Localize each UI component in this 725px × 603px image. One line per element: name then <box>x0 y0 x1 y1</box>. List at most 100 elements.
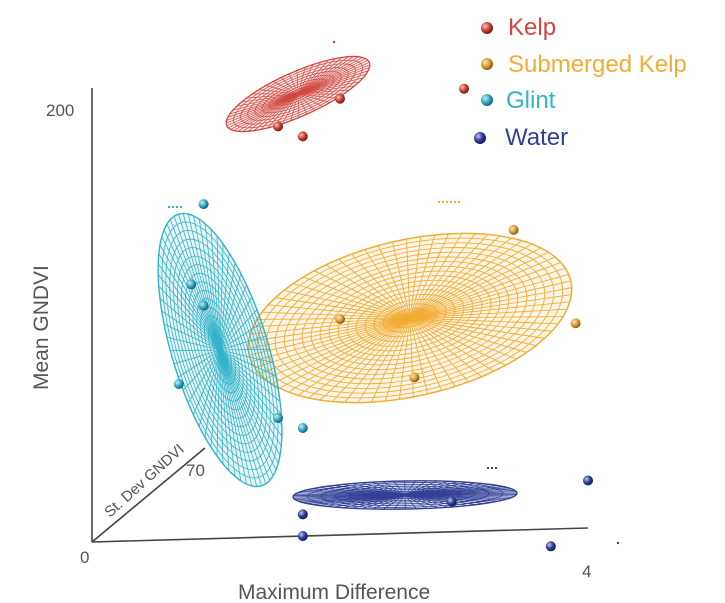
ellipsoid-meridian <box>409 240 523 319</box>
legend-item-kelp: Kelp <box>481 14 556 41</box>
ellipsoid-meridian <box>219 335 267 351</box>
ellipsoid-meridian <box>198 349 221 427</box>
ellipsoid-meridian <box>409 256 556 319</box>
ellipsoid-meridian <box>409 234 489 319</box>
ellipsoid-meridian <box>409 233 449 319</box>
ellipsoid-meridian <box>404 480 427 496</box>
ellipsoid-meridian <box>280 77 299 95</box>
ellipsoid-submerged-kelp <box>247 232 573 404</box>
ellipsoid-meridian <box>404 480 438 496</box>
ellipsoid-meridian <box>297 317 411 396</box>
ellipsoid-meridian <box>409 233 476 319</box>
ellipsoid-meridian <box>268 304 411 319</box>
ellipsoid-meridian <box>256 317 411 320</box>
ellipsoid-meridian <box>296 70 299 95</box>
stray-dot <box>332 40 336 44</box>
ellipsoid-meridian <box>409 287 572 319</box>
ellipsoid-meridian <box>226 93 299 121</box>
ellipsoid-meridian <box>170 349 221 352</box>
ellipsoid-meridian <box>409 317 442 391</box>
ellipsoid-meridian <box>178 214 221 351</box>
ellipsoid-meridian <box>297 93 331 103</box>
ellipsoid-meridian <box>230 93 299 130</box>
ellipsoid-meridian <box>288 317 411 393</box>
ellipsoid-meridian <box>232 93 299 111</box>
ellipsoid-meridian <box>219 296 253 351</box>
ellipsoid-meridian <box>219 309 258 351</box>
ellipsoid-meridian <box>248 317 411 349</box>
ellipsoid-meridian <box>409 317 552 332</box>
ellipsoid-meridian <box>392 241 411 319</box>
ellipsoid-meridian <box>219 349 253 487</box>
ellipsoid-meridian <box>290 93 299 121</box>
ellipsoid-meridian <box>352 494 406 509</box>
ellipsoid-meridian <box>157 274 221 351</box>
ellipsoid-meridian <box>187 349 221 404</box>
ellipsoid-meridian <box>219 349 283 426</box>
ellipsoid-meridian <box>404 494 477 505</box>
x-tick-label: 0 <box>80 548 89 567</box>
ellipsoid-glint <box>157 212 283 488</box>
ellipsoid-meridian <box>297 59 329 95</box>
ellipsoid-meridian <box>264 317 411 380</box>
ellipsoid-meridian <box>178 349 221 378</box>
legend-marker-submerged-kelp <box>481 58 493 70</box>
ellipsoid-meridian <box>297 81 360 95</box>
z-axis-title: St. Dev GNDVI <box>101 441 187 521</box>
ellipsoid-meridian <box>409 301 570 319</box>
ellipsoid-meridian <box>344 317 411 403</box>
ellipsoid-meridian <box>409 308 568 319</box>
ellipsoid-meridian <box>409 317 482 378</box>
ellipsoid-meridian <box>216 349 221 456</box>
ellipsoid-meridian <box>351 483 406 496</box>
ellipsoid-meridian <box>297 73 367 95</box>
data-point-glint <box>273 412 283 423</box>
ellipsoid-meridian <box>409 317 537 346</box>
ellipsoid-meridian <box>409 317 414 397</box>
ellipsoid-kelp <box>225 55 371 133</box>
ellipsoid-meridian <box>409 317 559 325</box>
ellipsoid-meridian <box>333 485 406 496</box>
ellipsoid-meridian <box>219 349 277 471</box>
ellipsoid-meridian <box>409 267 566 319</box>
ellipsoid-meridian <box>219 244 224 351</box>
ellipsoid-meridian <box>249 317 411 356</box>
ellipsoid-meridian <box>219 349 247 485</box>
ellipsoid-meridian <box>219 349 230 471</box>
legend-marker-glint <box>481 94 493 106</box>
ellipsoid-meridian <box>274 93 299 127</box>
ellipsoid-meridian <box>173 216 221 351</box>
ellipsoid-meridian <box>226 93 299 124</box>
ellipsoid-meridian <box>409 233 463 319</box>
ellipsoid-meridian <box>219 273 242 351</box>
ellipsoid-meridian <box>357 317 411 403</box>
data-point-water <box>446 496 457 507</box>
ellipsoid-meridian <box>241 93 299 103</box>
ellipsoid-meridian <box>253 93 299 131</box>
ellipsoid-meridian <box>409 317 506 366</box>
ellipsoid-meridian <box>308 317 411 399</box>
ellipsoid-meridian <box>406 239 411 319</box>
ellipsoid-meridian <box>303 276 411 319</box>
ellipsoid-meridian <box>157 263 221 351</box>
ellipsoid-meridian <box>384 317 411 402</box>
ellipsoid-meridian <box>314 270 411 319</box>
ellipsoid-meridian <box>204 223 221 351</box>
ellipsoid-meridian <box>409 317 495 372</box>
x-axis-line <box>91 527 589 543</box>
ellipsoid-meridian <box>297 57 363 95</box>
ellipsoid-meridian <box>273 81 299 95</box>
ellipsoid-meridian <box>404 491 517 496</box>
ellipsoid-meridian <box>297 70 369 95</box>
ellipsoid-meridian <box>161 236 221 351</box>
ellipsoid-meridian <box>219 349 262 486</box>
ellipsoid-meridian <box>297 93 337 99</box>
ellipsoid-meridian <box>229 93 299 115</box>
ellipsoid-meridian <box>219 349 224 464</box>
ellipsoid-meridian <box>246 93 299 99</box>
ellipsoid-meridian <box>409 251 549 319</box>
data-point-glint <box>198 300 209 311</box>
ellipsoid-meridian <box>297 61 322 95</box>
legend-item-water: Water <box>474 124 568 151</box>
